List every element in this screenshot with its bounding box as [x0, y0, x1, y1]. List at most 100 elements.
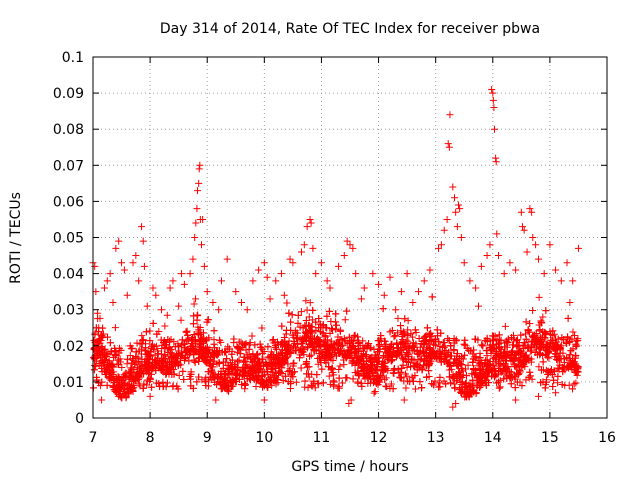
data-point	[529, 306, 537, 314]
data-point	[400, 396, 408, 404]
data-point	[399, 340, 407, 348]
data-point	[530, 333, 538, 341]
data-point	[248, 332, 256, 340]
data-point	[379, 352, 387, 360]
data-point	[297, 364, 305, 372]
data-point	[496, 383, 504, 391]
data-point	[364, 365, 372, 373]
data-point	[466, 383, 474, 391]
data-point	[556, 349, 564, 357]
data-point	[197, 343, 205, 351]
data-point	[157, 366, 165, 374]
data-point	[123, 360, 131, 368]
data-point	[403, 270, 411, 278]
data-point	[295, 346, 303, 354]
data-point	[168, 353, 176, 361]
data-point	[215, 306, 223, 314]
data-point	[506, 373, 514, 381]
data-point	[452, 400, 460, 408]
data-point	[378, 367, 386, 375]
data-point	[272, 277, 280, 285]
data-point	[281, 337, 289, 345]
data-point	[306, 352, 314, 360]
data-point	[568, 335, 576, 343]
data-point	[177, 316, 185, 324]
data-point	[142, 328, 150, 336]
data-point	[547, 331, 555, 339]
data-point	[318, 365, 326, 373]
data-point	[257, 343, 265, 351]
data-point	[516, 368, 524, 376]
data-point	[107, 348, 115, 356]
data-point	[118, 377, 126, 385]
data-point	[162, 359, 170, 367]
data-point	[283, 350, 291, 358]
data-point	[304, 384, 312, 392]
data-point	[135, 277, 143, 285]
data-point	[208, 367, 216, 375]
data-point	[243, 306, 251, 314]
data-point	[323, 324, 331, 332]
data-point	[143, 381, 151, 389]
x-tick-label: 15	[541, 430, 559, 446]
data-point	[189, 320, 197, 328]
data-point	[526, 205, 534, 213]
data-point	[184, 331, 192, 339]
data-point	[148, 344, 156, 352]
data-point	[319, 379, 327, 387]
data-point	[289, 331, 297, 339]
data-point	[526, 320, 534, 327]
data-point	[476, 359, 484, 367]
data-point	[149, 319, 157, 327]
data-point	[444, 335, 452, 343]
data-point	[410, 362, 418, 370]
y-tick-label: 0.05	[53, 231, 84, 247]
data-point	[146, 348, 154, 356]
data-point	[249, 366, 257, 374]
data-point	[492, 351, 500, 359]
data-point	[175, 347, 183, 355]
data-point	[557, 277, 565, 285]
data-point	[437, 241, 445, 249]
data-point	[495, 331, 503, 339]
data-point	[404, 349, 412, 357]
data-point	[447, 379, 455, 387]
data-point	[249, 277, 257, 285]
data-point	[381, 359, 389, 367]
data-point	[170, 338, 178, 346]
data-point	[98, 378, 106, 386]
data-point	[122, 394, 130, 402]
data-point	[238, 381, 246, 389]
data-point	[571, 354, 579, 362]
data-point	[489, 89, 497, 97]
data-point	[483, 359, 491, 367]
data-point	[316, 320, 324, 328]
data-point	[324, 363, 332, 371]
data-point	[380, 291, 388, 299]
data-point	[213, 348, 221, 356]
data-point	[416, 356, 424, 364]
data-point	[110, 378, 118, 386]
data-point	[180, 376, 188, 384]
data-point	[497, 336, 505, 344]
data-point	[552, 350, 560, 358]
data-point	[518, 223, 526, 231]
data-point	[108, 362, 116, 370]
data-point	[461, 336, 469, 344]
data-point	[254, 369, 262, 377]
data-point	[266, 295, 274, 303]
data-point	[360, 284, 368, 292]
data-point	[196, 337, 204, 345]
data-point	[105, 357, 113, 365]
data-point	[275, 367, 283, 375]
data-point	[104, 333, 112, 341]
data-point	[260, 396, 268, 404]
data-point	[309, 306, 317, 314]
data-point	[90, 345, 98, 353]
data-point	[287, 349, 295, 357]
data-point	[525, 374, 533, 382]
x-tick-label: 8	[146, 430, 155, 446]
data-point	[237, 298, 245, 306]
data-point	[152, 379, 160, 387]
data-point	[129, 356, 137, 364]
